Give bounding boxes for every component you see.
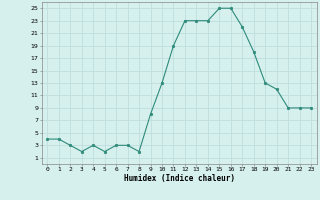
X-axis label: Humidex (Indice chaleur): Humidex (Indice chaleur) bbox=[124, 174, 235, 183]
